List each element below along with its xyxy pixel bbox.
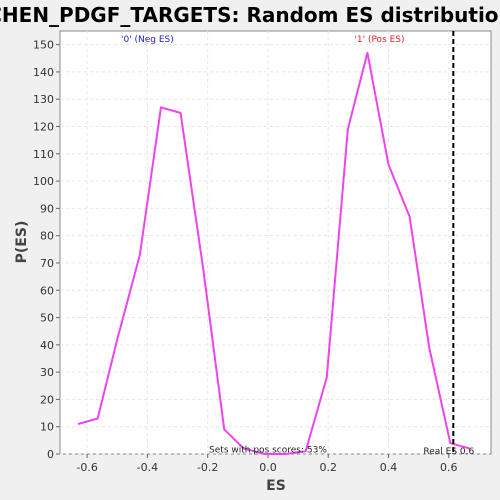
x-tick-label: 0.6 bbox=[440, 461, 458, 474]
annotation-real-es: Real ES 0.6 bbox=[423, 447, 474, 457]
y-tick-label: 150 bbox=[33, 39, 54, 52]
y-tick-label: 100 bbox=[33, 175, 54, 188]
x-tick-label: -0.6 bbox=[76, 461, 97, 474]
y-tick-label: 140 bbox=[33, 66, 54, 79]
x-tick-label: 0.2 bbox=[319, 461, 337, 474]
y-tick-label: 30 bbox=[40, 366, 54, 379]
x-tick-label: -0.4 bbox=[137, 461, 158, 474]
y-tick-label: 60 bbox=[40, 284, 54, 297]
y-axis-label: P(ES) bbox=[14, 221, 30, 264]
plot-area bbox=[60, 31, 491, 454]
x-axis-label: ES bbox=[266, 478, 286, 494]
x-tick-label: -0.2 bbox=[197, 461, 218, 474]
y-tick-label: 20 bbox=[40, 393, 54, 406]
annotation-pos: '1' (Pos ES) bbox=[354, 35, 404, 45]
annotation-neg: '0' (Neg ES) bbox=[121, 35, 174, 45]
y-tick-label: 110 bbox=[33, 148, 54, 161]
y-tick-label: 50 bbox=[40, 312, 54, 325]
y-tick-label: 10 bbox=[40, 421, 54, 434]
annotation-pos-scores: Sets with pos scores: 53% bbox=[209, 446, 327, 456]
y-tick-label: 130 bbox=[33, 93, 54, 106]
y-tick-label: 70 bbox=[40, 257, 54, 270]
y-tick-label: 90 bbox=[40, 202, 54, 215]
y-tick-label: 80 bbox=[40, 230, 54, 243]
y-tick-label: 40 bbox=[40, 339, 54, 352]
x-tick-label: 0.4 bbox=[380, 461, 398, 474]
y-tick-label: 0 bbox=[47, 448, 54, 461]
chart-title: CHEN_PDGF_TARGETS: Random ES distributio… bbox=[0, 3, 500, 27]
x-tick-label: 0.0 bbox=[259, 461, 277, 474]
y-tick-label: 120 bbox=[33, 121, 54, 134]
